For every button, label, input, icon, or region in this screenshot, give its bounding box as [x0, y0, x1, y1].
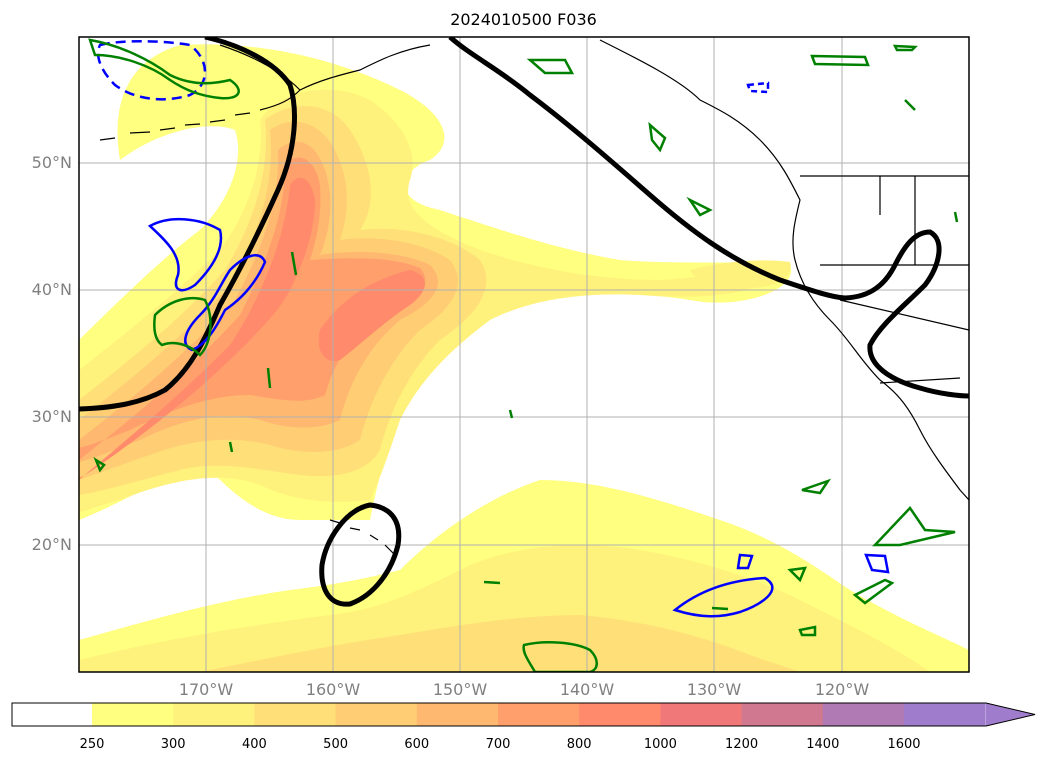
colorbar-tick-label: 400 — [241, 737, 267, 752]
colorbar-tick-label: 250 — [79, 737, 105, 752]
negative-contour-dashed — [96, 40, 207, 101]
negative-contour-west-b — [184, 254, 267, 352]
heavy-isoline-west — [79, 37, 297, 412]
lon-label-120w: 120°W — [814, 680, 870, 699]
ivt-band-800b — [318, 270, 425, 361]
lon-label-150w: 150°W — [432, 680, 488, 699]
colorbar-swatch-0 — [92, 703, 174, 726]
lat-label-40n: 40°N — [31, 280, 72, 299]
colorbar-tick-label: 800 — [566, 737, 592, 752]
colorbar-tick-label: 600 — [404, 737, 430, 752]
colorbar-swatch-3 — [335, 703, 418, 726]
positive-contour-w — [153, 296, 212, 357]
lat-label-20n: 20°N — [31, 535, 72, 554]
lon-label-160w: 160°W — [305, 680, 361, 699]
line-contours — [79, 37, 969, 672]
colorbar-swatch-2 — [254, 703, 337, 726]
negative-contour-small — [746, 81, 770, 94]
lat-label-30n: 30°N — [31, 407, 72, 426]
colorbar-swatch-9 — [822, 703, 905, 726]
filled-contours — [79, 44, 969, 672]
north-america-coastline — [599, 39, 969, 501]
ivt-band-south-300 — [79, 545, 930, 672]
positive-contour-nw — [88, 38, 240, 100]
coastlines — [99, 39, 969, 556]
map-title: 2024010500 F036 — [450, 10, 597, 29]
colorbar-swatch-5 — [498, 703, 580, 726]
colorbar-swatch-8 — [741, 703, 824, 726]
colorbar-outline — [11, 702, 1036, 727]
ivt-band-south-400 — [200, 615, 800, 672]
colorbar-swatch-6 — [579, 703, 661, 726]
negative-contour-south — [672, 576, 774, 618]
negative-contour-south-b — [736, 553, 890, 574]
lon-label-130w: 130°W — [686, 680, 742, 699]
positive-contour-tiny — [93, 99, 959, 637]
heavy-isoline-east — [448, 37, 969, 399]
negative-contour-west — [147, 217, 223, 292]
ivt-band-800 — [79, 177, 315, 480]
colorbar-tick-label: 1000 — [643, 737, 677, 752]
positive-contour-small-2 — [801, 478, 956, 605]
hawaii-islands — [329, 519, 396, 556]
positive-contour-small-1 — [526, 44, 918, 217]
alaska-coastline — [219, 44, 431, 111]
heavy-isoline-hawaii — [319, 502, 402, 607]
colorbar-tick-label: 300 — [160, 737, 186, 752]
colorbar-tick-label: 700 — [485, 737, 511, 752]
colorbar-swatch-7 — [660, 703, 743, 726]
lon-label-140w: 140°W — [559, 680, 615, 699]
ivt-band-west-coast — [690, 260, 791, 289]
map-frame — [78, 36, 970, 673]
aleutian-islands — [99, 112, 251, 141]
lat-label-50n: 50°N — [31, 153, 72, 172]
colorbar-swatch-10 — [904, 703, 986, 726]
colorbar-swatch-1 — [173, 703, 255, 726]
colorbar-white-segment — [12, 703, 92, 726]
colorbar-tick-label: 500 — [323, 737, 348, 752]
colorbar-swatch-4 — [416, 703, 499, 726]
colorbar-tick-label: 1400 — [806, 737, 840, 752]
colorbar — [11, 702, 1036, 727]
colorbar-tick-label: 1600 — [887, 737, 921, 752]
colorbar-extend-arrow — [986, 703, 1035, 726]
lon-label-170w: 170°W — [178, 680, 234, 699]
graticule — [79, 37, 969, 672]
positive-contour-south — [522, 641, 598, 672]
colorbar-tick-label: 1200 — [725, 737, 759, 752]
